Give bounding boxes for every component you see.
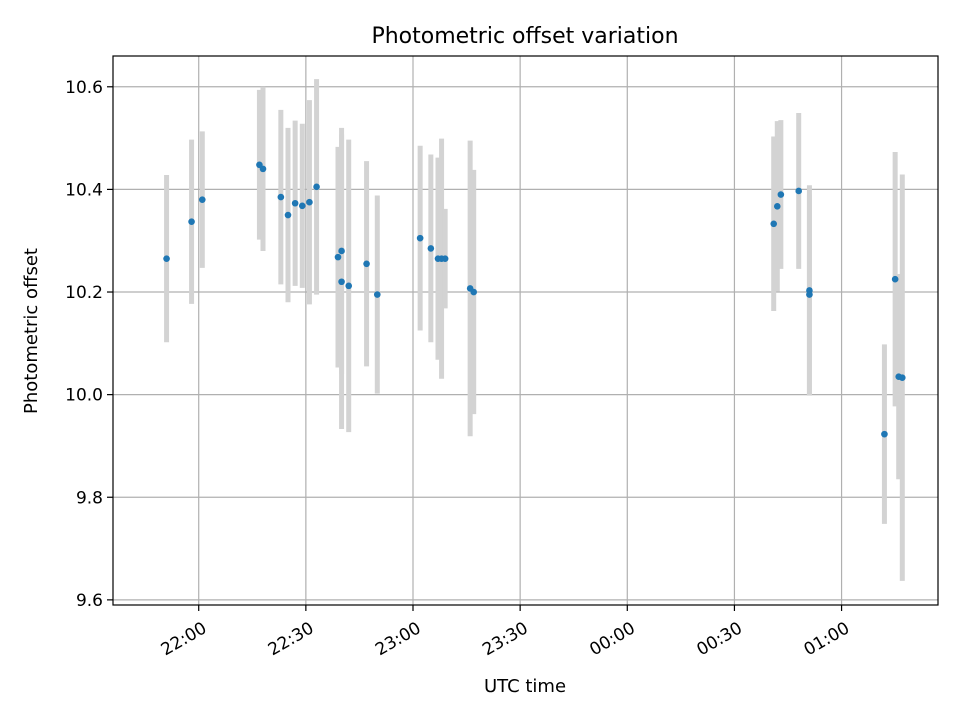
y-tick-label: 10.4 <box>65 180 103 200</box>
data-point <box>898 374 906 382</box>
data-point <box>777 191 785 198</box>
x-axis-label: UTC time <box>484 676 566 697</box>
data-point <box>338 247 345 255</box>
data-point <box>338 278 345 286</box>
data-point <box>881 430 888 438</box>
data-point <box>313 183 320 191</box>
y-tick-label: 10.2 <box>65 283 103 303</box>
y-tick-label: 9.8 <box>76 488 103 508</box>
y-tick-label: 10.6 <box>65 78 103 98</box>
data-points <box>163 161 906 438</box>
data-point <box>345 282 353 290</box>
data-point <box>298 202 306 210</box>
data-point <box>277 193 285 201</box>
data-point <box>373 291 381 298</box>
y-tick-label: 10.0 <box>65 386 103 406</box>
data-point <box>416 234 424 242</box>
data-point <box>363 260 370 268</box>
data-point <box>773 203 781 210</box>
data-point <box>891 275 899 283</box>
data-point <box>770 220 778 228</box>
data-point <box>284 211 292 219</box>
data-point <box>806 291 813 298</box>
plot-frame <box>112 55 939 606</box>
data-point <box>163 255 170 262</box>
data-point <box>291 199 299 207</box>
data-point <box>427 245 435 252</box>
data-point <box>441 255 449 262</box>
data-point <box>198 196 206 203</box>
data-point <box>306 198 313 206</box>
data-point <box>334 253 342 261</box>
grid <box>113 56 938 605</box>
data-point <box>188 218 195 226</box>
y-tick-label: 9.6 <box>76 591 103 611</box>
y-axis-label: Photometric offset <box>21 248 42 414</box>
data-point <box>259 165 267 173</box>
data-point <box>470 288 478 296</box>
data-point <box>795 187 803 195</box>
chart-title: Photometric offset variation <box>371 24 678 49</box>
